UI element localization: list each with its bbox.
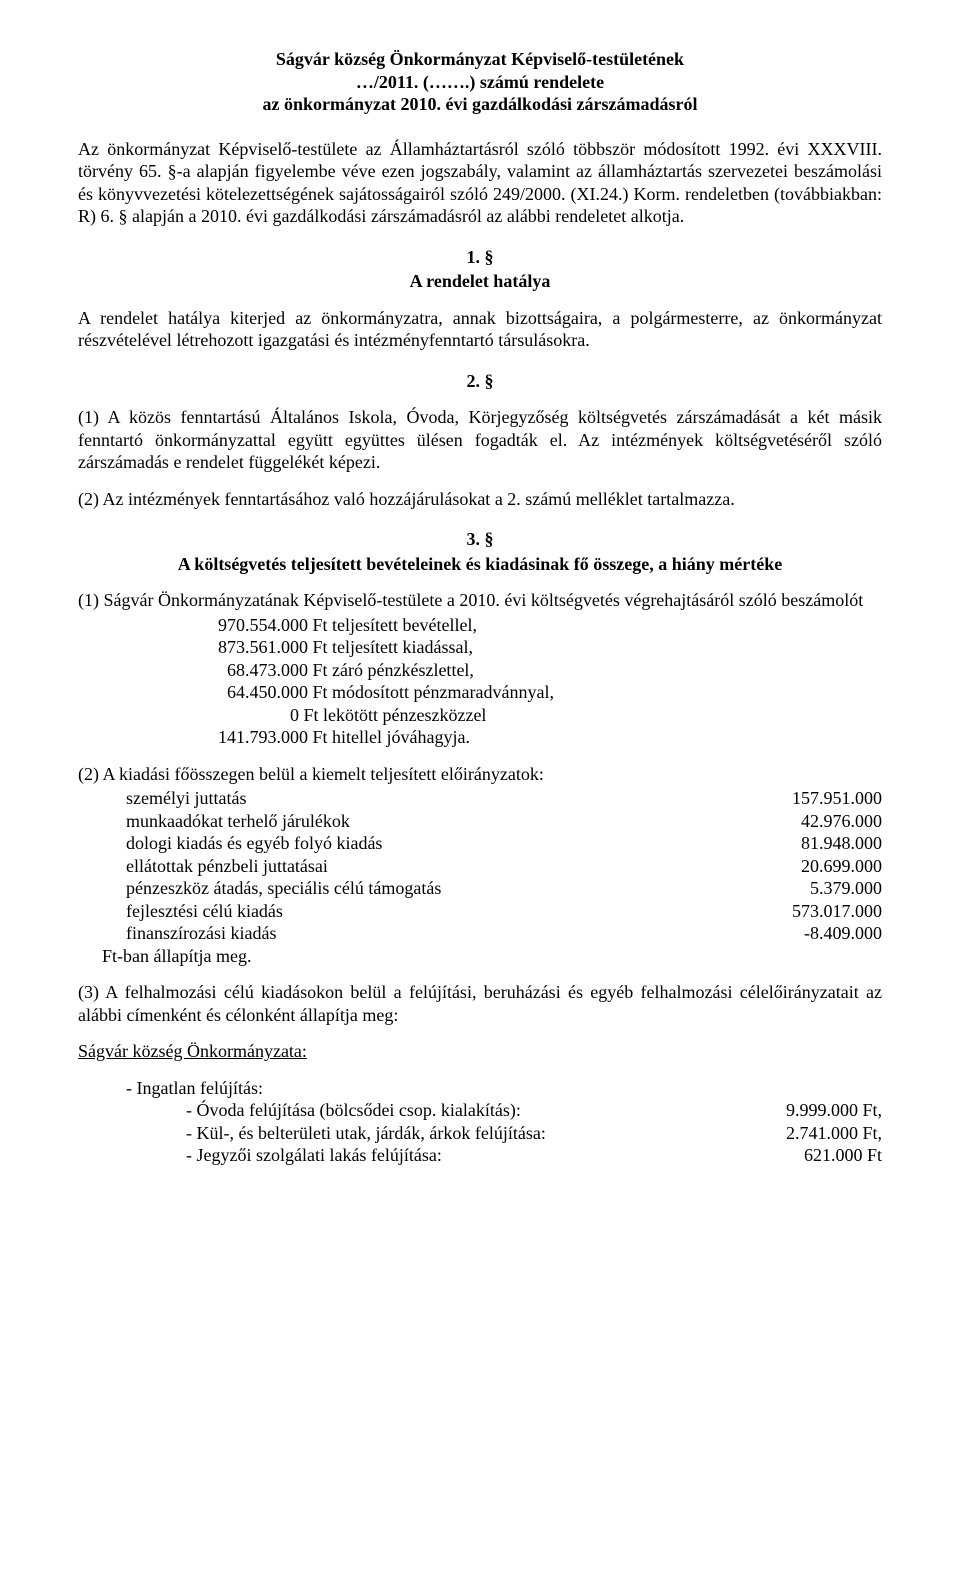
section-1-number: 1. § — [78, 246, 882, 269]
row-label: fejlesztési célú kiadás — [78, 900, 283, 923]
row-label: dologi kiadás és egyéb folyó kiadás — [78, 832, 382, 855]
row-value: 573.017.000 — [762, 900, 882, 923]
table-row: pénzeszköz átadás, speciális célú támoga… — [78, 877, 882, 900]
section-3-amount-list: 970.554.000 Ft teljesített bevétellel, 8… — [78, 614, 882, 749]
section-1-body: A rendelet hatálya kiterjed az önkormány… — [78, 307, 882, 352]
item-value: 621.000 Ft — [752, 1144, 882, 1167]
row-value: 81.948.000 — [762, 832, 882, 855]
item-label: - Jegyzői szolgálati lakás felújítása: — [186, 1144, 752, 1167]
expenditure-table: személyi juttatás 157.951.000 munkaadóka… — [78, 787, 882, 967]
amount-line: 0 Ft lekötött pénzeszközzel — [218, 704, 882, 727]
renovation-items: - Óvoda felújítása (bölcsődei csop. kial… — [126, 1099, 882, 1167]
row-label: munkaadókat terhelő járulékok — [78, 810, 350, 833]
section-3-p2-lead: (2) A kiadási főösszegen belül a kiemelt… — [78, 763, 882, 786]
item-value: 2.741.000 Ft, — [752, 1122, 882, 1145]
section-2-para-2: (2) Az intézmények fenntartásához való h… — [78, 488, 882, 511]
row-value: 157.951.000 — [762, 787, 882, 810]
table-row: finanszírozási kiadás -8.409.000 — [78, 922, 882, 945]
row-label: ellátottak pénzbeli juttatásai — [78, 855, 328, 878]
table-row: személyi juttatás 157.951.000 — [78, 787, 882, 810]
row-value: 20.699.000 — [762, 855, 882, 878]
item-value: 9.999.000 Ft, — [752, 1099, 882, 1122]
amount-line: 68.473.000 Ft záró pénzkészlettel, — [218, 659, 882, 682]
row-label: pénzeszköz átadás, speciális célú támoga… — [78, 877, 441, 900]
amount-line: 64.450.000 Ft módosított pénzmaradvánnya… — [218, 681, 882, 704]
list-item: - Jegyzői szolgálati lakás felújítása: 6… — [186, 1144, 882, 1167]
item-label: - Kül-, és belterületi utak, járdák, árk… — [186, 1122, 752, 1145]
row-label: finanszírozási kiadás — [78, 922, 276, 945]
row-label: személyi juttatás — [78, 787, 246, 810]
table-row: dologi kiadás és egyéb folyó kiadás 81.9… — [78, 832, 882, 855]
section-1-title: A rendelet hatálya — [78, 270, 882, 293]
section-3-lead: (1) Ságvár Önkormányzatának Képviselő-te… — [78, 589, 882, 612]
title-line-2: …/2011. (…….) számú rendelete — [78, 71, 882, 94]
list-item: - Kül-, és belterületi utak, járdák, árk… — [186, 1122, 882, 1145]
section-3-number: 3. § — [78, 528, 882, 551]
title-line-3: az önkormányzat 2010. évi gazdálkodási z… — [78, 93, 882, 116]
amount-line: 141.793.000 Ft hitellel jóváhagyja. — [218, 726, 882, 749]
amount-line: 873.561.000 Ft teljesített kiadással, — [218, 636, 882, 659]
table-row: fejlesztési célú kiadás 573.017.000 — [78, 900, 882, 923]
row-value: 42.976.000 — [762, 810, 882, 833]
section-3-title: A költségvetés teljesített bevételeinek … — [78, 553, 882, 576]
section-3-p3: (3) A felhalmozási célú kiadásokon belül… — [78, 981, 882, 1026]
list-item: - Óvoda felújítása (bölcsődei csop. kial… — [186, 1099, 882, 1122]
preamble: Az önkormányzat Képviselő-testülete az Á… — [78, 138, 882, 228]
document-title: Ságvár község Önkormányzat Képviselő-tes… — [78, 48, 882, 116]
table-row: ellátottak pénzbeli juttatásai 20.699.00… — [78, 855, 882, 878]
table-row: munkaadókat terhelő járulékok 42.976.000 — [78, 810, 882, 833]
org-heading: Ságvár község Önkormányzata: — [78, 1041, 307, 1061]
section-2-para-1: (1) A közös fenntartású Általános Iskola… — [78, 406, 882, 474]
renovation-block: - Ingatlan felújítás: - Óvoda felújítása… — [78, 1077, 882, 1167]
section-2-number: 2. § — [78, 370, 882, 393]
title-line-1: Ságvár község Önkormányzat Képviselő-tes… — [78, 48, 882, 71]
item-label: - Óvoda felújítása (bölcsődei csop. kial… — [186, 1099, 752, 1122]
row-value: -8.409.000 — [762, 922, 882, 945]
group-label: - Ingatlan felújítás: — [126, 1077, 882, 1100]
p2-tail: Ft-ban állapítja meg. — [78, 945, 882, 968]
row-value: 5.379.000 — [762, 877, 882, 900]
amount-line: 970.554.000 Ft teljesített bevétellel, — [218, 614, 882, 637]
